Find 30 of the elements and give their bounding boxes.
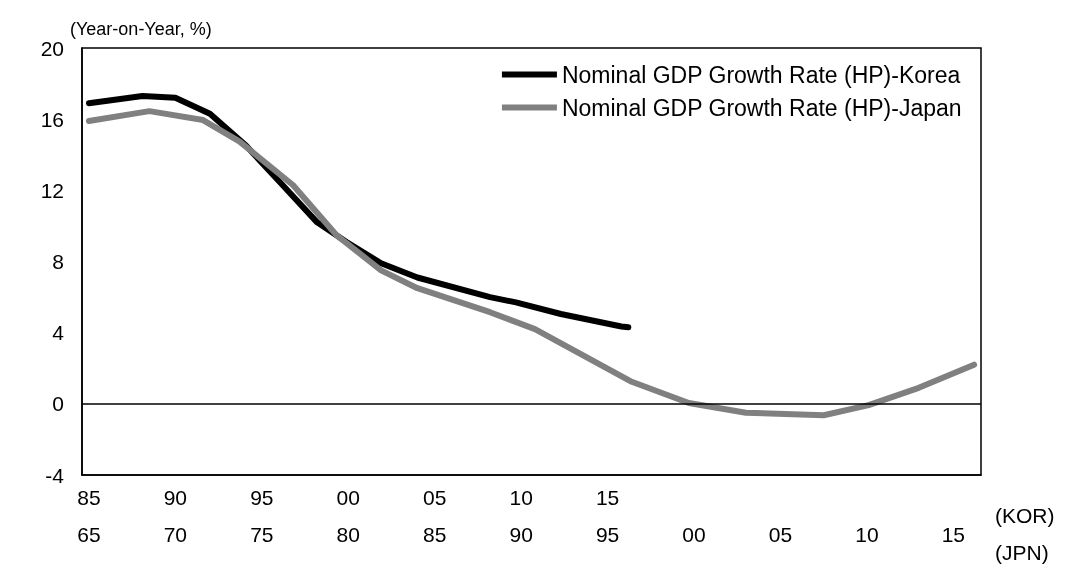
x-tick-label: 85 (423, 523, 447, 546)
x2-tick-label: 15 (595, 486, 620, 509)
x2-tick-label: 85 (77, 486, 101, 509)
x2-tick-label: 90 (163, 486, 188, 509)
x-tick-label: 65 (77, 523, 101, 546)
x2-tick-label: 10 (509, 486, 533, 509)
y-tick-label: 4 (52, 321, 65, 345)
y-tick-label: 0 (52, 392, 64, 416)
x-tick-label: 10 (855, 523, 879, 546)
x-tick-label: 95 (595, 523, 620, 546)
x2-axis-title: (KOR) (995, 504, 1055, 527)
y-axis-title: (Year-on-Year, %) (70, 19, 212, 39)
y-tick-label: -4 (45, 463, 65, 487)
x-tick-label: 70 (163, 523, 188, 546)
legend-label: Nominal GDP Growth Rate (HP)-Korea (561, 61, 961, 88)
x2-tick-label: 95 (250, 486, 274, 509)
y-tick-label: 12 (40, 178, 64, 202)
y-tick-label: 16 (40, 107, 64, 131)
y-tick-label: 20 (40, 36, 64, 60)
x-tick-label: 75 (250, 523, 274, 546)
x-tick-label: 80 (336, 523, 360, 546)
x2-tick-label: 00 (336, 486, 360, 509)
x-tick-label: 90 (509, 523, 533, 546)
x-axis-title: (JPN) (995, 540, 1049, 564)
x-tick-label: 05 (768, 523, 793, 546)
x-tick-label: 00 (682, 523, 706, 546)
legend-label: Nominal GDP Growth Rate (HP)-Japan (561, 94, 962, 121)
x-tick-label: 15 (941, 523, 966, 546)
x2-tick-label: 05 (423, 486, 447, 509)
y-tick-label: 8 (52, 250, 64, 273)
